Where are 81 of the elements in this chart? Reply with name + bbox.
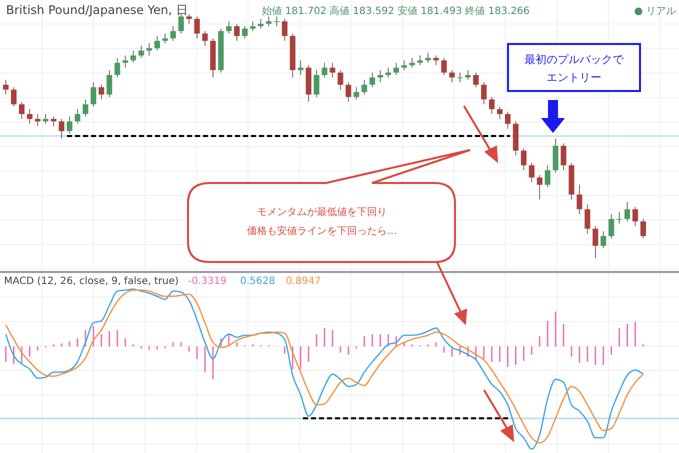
candlestick — [632, 206, 638, 227]
candlestick — [26, 108, 32, 124]
annotation: モメンタムが最低値を下回り — [257, 206, 387, 218]
candlestick — [330, 62, 336, 78]
candlestick — [600, 230, 606, 249]
candlestick — [130, 50, 136, 64]
candlestick — [640, 218, 646, 239]
candlestick — [114, 58, 120, 78]
candlestick — [106, 70, 112, 98]
candlestick — [98, 84, 104, 100]
candlestick — [441, 58, 447, 76]
annotation: 最初のプルバックで — [524, 53, 624, 66]
candlestick — [186, 14, 192, 24]
candlestick — [90, 82, 96, 108]
candlestick — [401, 60, 407, 71]
candlestick — [385, 67, 392, 78]
candlestick — [544, 164, 550, 188]
candlestick — [322, 62, 328, 78]
candlestick — [624, 201, 630, 222]
candlestick — [465, 70, 471, 80]
candlestick — [66, 116, 72, 134]
candlestick — [234, 23, 240, 42]
annotation: ● リアル — [634, 6, 676, 17]
candlestick — [504, 111, 511, 130]
candlestick — [417, 55, 423, 66]
candlestick — [42, 114, 48, 124]
candlestick — [473, 72, 479, 88]
candlestick — [178, 14, 184, 34]
candlestick — [520, 148, 526, 171]
candlestick — [162, 33, 168, 44]
annotation: エントリー — [546, 71, 602, 84]
candlestick — [146, 42, 152, 56]
candlestick — [362, 79, 368, 95]
candlestick — [354, 86, 360, 100]
candlestick — [370, 72, 376, 88]
candlestick — [536, 174, 542, 200]
candlestick — [266, 16, 272, 27]
text: 0.8947 — [286, 276, 321, 287]
candlestick — [489, 96, 495, 114]
candlestick — [250, 20, 256, 32]
candlestick — [34, 114, 40, 127]
candlestick — [616, 211, 622, 224]
annotation: 価格も安値ラインを下回ったら… — [247, 225, 397, 237]
candlestick — [433, 55, 439, 66]
candlestick — [481, 82, 487, 105]
text: -0.3319 — [188, 276, 227, 287]
candlestick — [592, 226, 598, 258]
candlestick — [608, 214, 614, 239]
candlestick — [170, 26, 176, 42]
candlestick — [282, 18, 288, 42]
candlestick — [122, 55, 128, 68]
candlestick — [154, 36, 160, 51]
candlestick — [528, 162, 534, 183]
candlestick — [346, 82, 352, 102]
candlestick — [298, 60, 304, 76]
candlestick — [314, 70, 320, 98]
candlestick — [58, 118, 64, 139]
candlestick — [425, 52, 431, 64]
candlestick — [393, 62, 399, 76]
candlestick — [50, 116, 56, 127]
text: 0.5628 — [240, 276, 276, 287]
candlestick — [226, 20, 232, 34]
candlestick — [377, 70, 384, 83]
candlestick — [560, 142, 566, 171]
candlestick — [3, 79, 9, 95]
candlestick — [202, 30, 208, 46]
candlestick — [497, 106, 503, 120]
chart-title: British Pound/Japanese Yen, 日 — [6, 3, 188, 17]
candlestick — [10, 86, 17, 108]
candlestick — [584, 204, 590, 234]
candlestick — [576, 184, 582, 214]
candlestick — [82, 99, 88, 117]
annotation: 始値 181.702 高値 183.592 安値 181.493 終値 183.266 — [262, 5, 530, 17]
candlestick — [194, 16, 200, 39]
candlestick — [18, 101, 25, 120]
candlestick — [138, 45, 144, 58]
chart-title: MACD (12, 26, close, 9, false, true) — [4, 276, 179, 287]
candlestick — [74, 108, 80, 124]
candlestick — [338, 70, 344, 90]
candlestick — [242, 26, 248, 39]
candlestick — [449, 70, 455, 83]
